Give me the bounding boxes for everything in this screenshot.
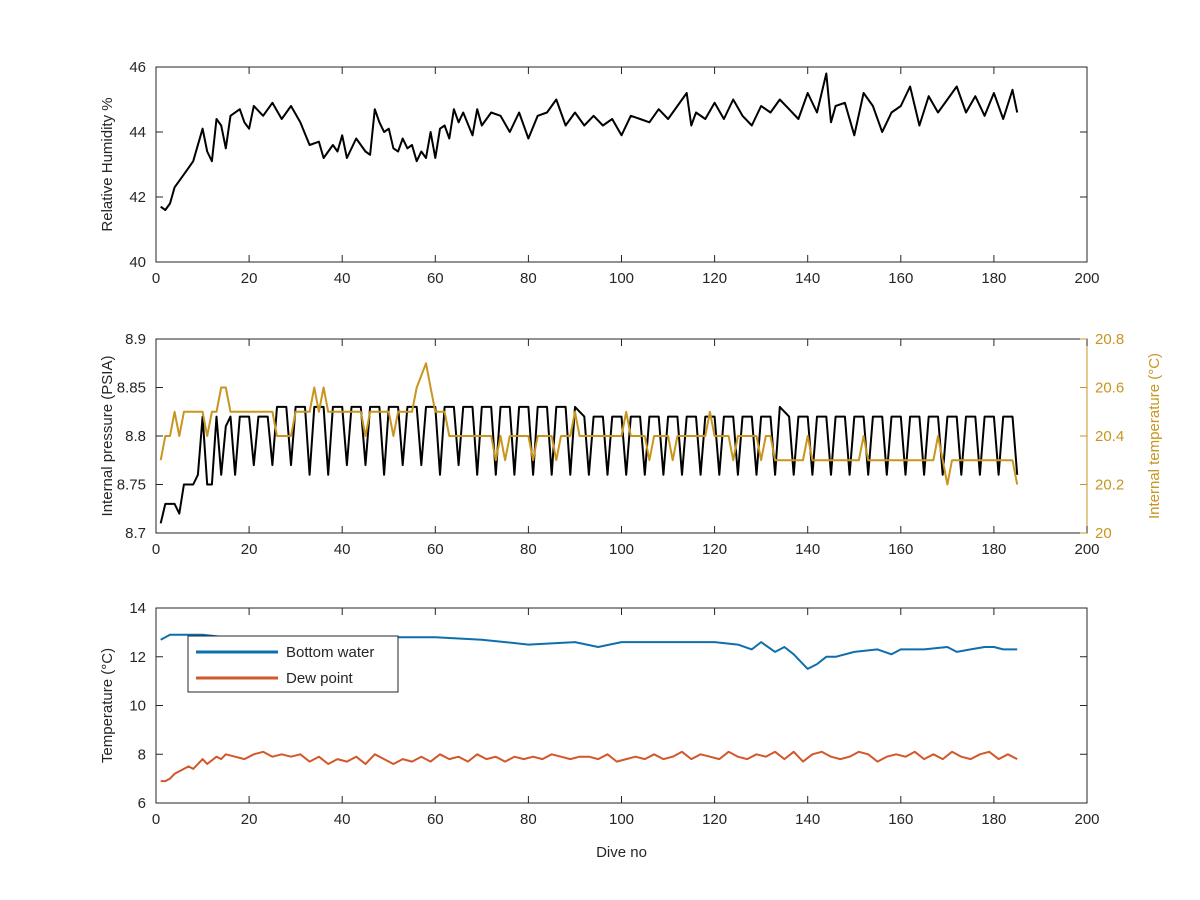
x-tick-label: 100 bbox=[609, 270, 634, 287]
y-right-tick-label: 20 bbox=[1095, 525, 1112, 542]
y-tick-label: 8.9 bbox=[125, 331, 146, 348]
x-tick-label: 60 bbox=[427, 811, 444, 828]
y-right-tick-label: 20.4 bbox=[1095, 428, 1124, 445]
x-tick-label: 140 bbox=[795, 811, 820, 828]
series-line-2-2 bbox=[159, 362, 1019, 486]
y-axis-label: Relative Humidity % bbox=[99, 97, 116, 231]
y-right-axis-label: Internal temperature (°C) bbox=[1146, 353, 1163, 519]
x-tick-label: 0 bbox=[152, 270, 160, 287]
x-tick-label: 180 bbox=[981, 270, 1006, 287]
x-tick-label: 200 bbox=[1074, 541, 1099, 558]
x-tick-label: 100 bbox=[609, 541, 634, 558]
plot-frame bbox=[155, 66, 1088, 263]
y-tick-label: 8 bbox=[138, 746, 146, 763]
x-axis-label: Dive no bbox=[596, 844, 647, 861]
y-tick-label: 10 bbox=[129, 698, 146, 715]
x-tick-label: 20 bbox=[241, 541, 258, 558]
y-right-tick-label: 20.6 bbox=[1095, 380, 1124, 397]
x-tick-label: 100 bbox=[609, 811, 634, 828]
chart-panel-3: 0 20 40 60 80 100 120 140 160 180 200 6 8 10 12 14 Tempe… bbox=[99, 600, 1100, 861]
y-tick-label: 12 bbox=[129, 649, 146, 666]
x-tick-label: 0 bbox=[152, 811, 160, 828]
y-tick-label: 8.7 bbox=[125, 525, 146, 542]
x-tick-label: 200 bbox=[1074, 811, 1099, 828]
x-tick-label: 140 bbox=[795, 270, 820, 287]
x-tick-label: 200 bbox=[1074, 270, 1099, 287]
x-tick-label: 0 bbox=[152, 541, 160, 558]
legend-label: Bottom water bbox=[286, 644, 374, 661]
x-tick-label: 120 bbox=[702, 270, 727, 287]
y-tick-label: 44 bbox=[129, 124, 146, 141]
y-tick-label: 8.75 bbox=[117, 477, 146, 494]
x-tick-label: 40 bbox=[334, 541, 351, 558]
x-tick-label: 180 bbox=[981, 541, 1006, 558]
y-tick-label: 14 bbox=[129, 600, 146, 617]
series-line-1-1 bbox=[160, 72, 1019, 211]
series-line-2-1 bbox=[159, 405, 1019, 524]
x-tick-label: 160 bbox=[888, 270, 913, 287]
x-tick-label: 160 bbox=[888, 541, 913, 558]
x-tick-label: 120 bbox=[702, 811, 727, 828]
legend-label: Dew point bbox=[286, 670, 354, 687]
x-tick-label: 160 bbox=[888, 811, 913, 828]
legend-box bbox=[187, 635, 399, 693]
y-tick-label: 8.8 bbox=[125, 428, 146, 445]
x-tick-label: 140 bbox=[795, 541, 820, 558]
y-tick-label: 42 bbox=[129, 189, 146, 206]
x-tick-label: 120 bbox=[702, 541, 727, 558]
x-tick-label: 40 bbox=[334, 811, 351, 828]
y-tick-label: 6 bbox=[138, 795, 146, 812]
chart-panel-1: 0 20 40 60 80 100 120 140 160 180 200 40 42 44 46 Relat… bbox=[99, 59, 1100, 287]
x-tick-label: 180 bbox=[981, 811, 1006, 828]
y-axis-label: Internal pressure (PSIA) bbox=[99, 356, 116, 517]
y-right-tick-label: 20.8 bbox=[1095, 331, 1124, 348]
legend: Bottom water Dew point bbox=[187, 635, 399, 693]
x-tick-label: 80 bbox=[520, 811, 537, 828]
x-tick-label: 40 bbox=[334, 270, 351, 287]
x-tick-label: 20 bbox=[241, 811, 258, 828]
y-tick-label: 40 bbox=[129, 254, 146, 271]
y-right-tick-label: 20.2 bbox=[1095, 477, 1124, 494]
y-tick-label: 8.85 bbox=[117, 380, 146, 397]
x-tick-label: 60 bbox=[427, 270, 444, 287]
y-tick-label: 46 bbox=[129, 59, 146, 76]
y-axis-label: Temperature (°C) bbox=[99, 648, 116, 763]
chart-panel-2: 0 20 40 60 80 100 120 140 160 180 200 8.7 8.75 8.8 8.8… bbox=[99, 331, 1163, 558]
x-tick-label: 60 bbox=[427, 541, 444, 558]
x-tick-label: 20 bbox=[241, 270, 258, 287]
x-tick-label: 80 bbox=[520, 270, 537, 287]
x-tick-label: 80 bbox=[520, 541, 537, 558]
series-line-dew-point bbox=[160, 750, 1018, 783]
